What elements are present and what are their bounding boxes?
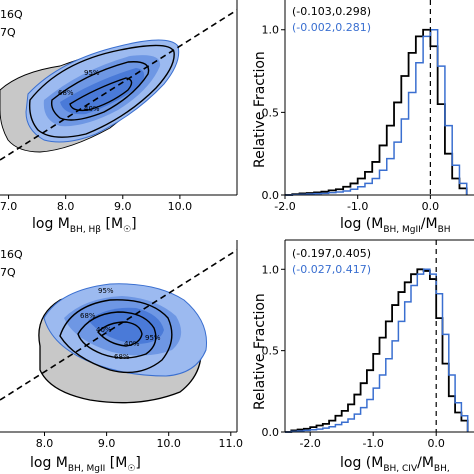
contour-label-95: 95%: [84, 69, 100, 77]
contour-label-68: 68%: [80, 312, 96, 320]
x-tick-label: 7.0: [0, 200, 17, 213]
panel-bottom-right: Relative Fraction 0.0 0.5 1.0 -2.0 -1.0 0.0 …: [252, 239, 474, 474]
y-tick-label: 0.0: [262, 189, 280, 202]
histogram-black: [285, 28, 468, 196]
x-ticks: -2.0 -1.0 0.0: [299, 432, 445, 450]
x-tick-label: 0.0: [427, 437, 445, 450]
contour-labels: 95% 68% 40% 95% 40% 68%: [80, 287, 161, 361]
contour-label-40: 40%: [96, 326, 112, 334]
histogram-series: [285, 28, 468, 196]
x-axis-label: log MBH, Hβ [M☉]: [32, 216, 137, 235]
contour-label-68: 68%: [58, 89, 74, 97]
annotation-blue: (-0.002,0.281): [292, 21, 371, 34]
x-tick-label: -1.0: [347, 200, 368, 213]
contour-label-95b: 95%: [145, 334, 161, 342]
histogram-series: [285, 268, 469, 433]
y-tick-label: 1.0: [262, 263, 280, 276]
legend: 16Q 7Q: [0, 8, 23, 39]
contour-label-40: 40%: [84, 105, 100, 113]
panel-top-right: Relative Fraction 0.0 0.5 1.0 -2.0 -1.0 0.0 …: [252, 0, 474, 235]
contour-label-68b: 68%: [114, 353, 130, 361]
x-tick-label: 10.0: [156, 437, 181, 450]
x-tick-label: 11.0: [219, 437, 244, 450]
legend-item-1: 16Q: [0, 248, 23, 261]
contour-label-95: 95%: [98, 287, 114, 295]
legend-item-2: 7Q: [0, 26, 16, 39]
x-ticks: -2.0 -1.0 0.0: [274, 195, 439, 213]
annotation-black: (-0.103,0.298): [292, 5, 371, 18]
contour-fills: [38, 283, 208, 404]
x-tick-label: 8.0: [36, 437, 54, 450]
legend-item-2: 7Q: [0, 266, 16, 279]
x-ticks: 7.0 8.0 9.0 10.0: [0, 195, 192, 213]
annotation-blue: (-0.027,0.417): [292, 263, 371, 276]
black-contour-95: [59, 299, 173, 374]
x-tick-label: 8.0: [57, 200, 75, 213]
y-ticks: 0.0 0.5 1.0: [262, 263, 285, 439]
x-tick-label: -2.0: [299, 437, 320, 450]
legend: 16Q 7Q: [0, 248, 23, 279]
x-tick-label: 10.0: [168, 200, 193, 213]
black-contour-40: [97, 321, 143, 347]
one-to-one-line: [0, 9, 238, 161]
blue-contour-40: [88, 307, 164, 344]
x-ticks: 8.0 9.0 10.0 11.0: [36, 432, 243, 450]
y-tick-label: 0.0: [262, 426, 280, 439]
panel-top-left: 95% 68% 40% 7.0 8.0 9.0 10.0 16Q 7Q log MBH…: [0, 0, 238, 235]
x-tick-label: 0.0: [422, 200, 440, 213]
y-tick-label: 0.5: [262, 106, 280, 119]
x-tick-label: 9.0: [98, 437, 116, 450]
histogram-black: [285, 268, 469, 433]
contour-label-40b: 40%: [124, 340, 140, 348]
legend-item-1: 16Q: [0, 8, 23, 21]
x-tick-label: -1.0: [362, 437, 383, 450]
one-to-one-line: [0, 249, 238, 401]
y-axis-label: Relative Fraction: [252, 51, 268, 168]
black-contour-68: [50, 61, 150, 121]
contour-fills: [0, 39, 180, 153]
black-contour-95: [28, 44, 175, 138]
contour-lines: [59, 299, 173, 374]
histogram-blue: [285, 28, 468, 196]
x-tick-label: 9.0: [114, 200, 132, 213]
x-axis-label: log MBH, MgII [M☉]: [30, 455, 141, 474]
panel-bottom-left: 95% 68% 40% 95% 40% 68% 8.0 9.0 10.0 11.0 1…: [0, 240, 243, 474]
y-ticks: 0.0 0.5 1.0: [262, 24, 285, 202]
y-tick-label: 1.0: [262, 24, 280, 37]
x-tick-label: -2.0: [274, 200, 295, 213]
y-axis-label: Relative Fraction: [252, 293, 268, 410]
x-axis-label: log (MBH, CIV/MBH,: [340, 455, 450, 474]
black-contour-68: [77, 311, 157, 359]
x-axis-label: log (MBH, MgII/MBH: [340, 216, 451, 235]
contour-labels: 95% 68% 40%: [58, 69, 100, 113]
annotation-black: (-0.197,0.405): [292, 247, 371, 260]
y-tick-label: 0.5: [262, 345, 280, 358]
histogram-blue: [285, 268, 469, 433]
